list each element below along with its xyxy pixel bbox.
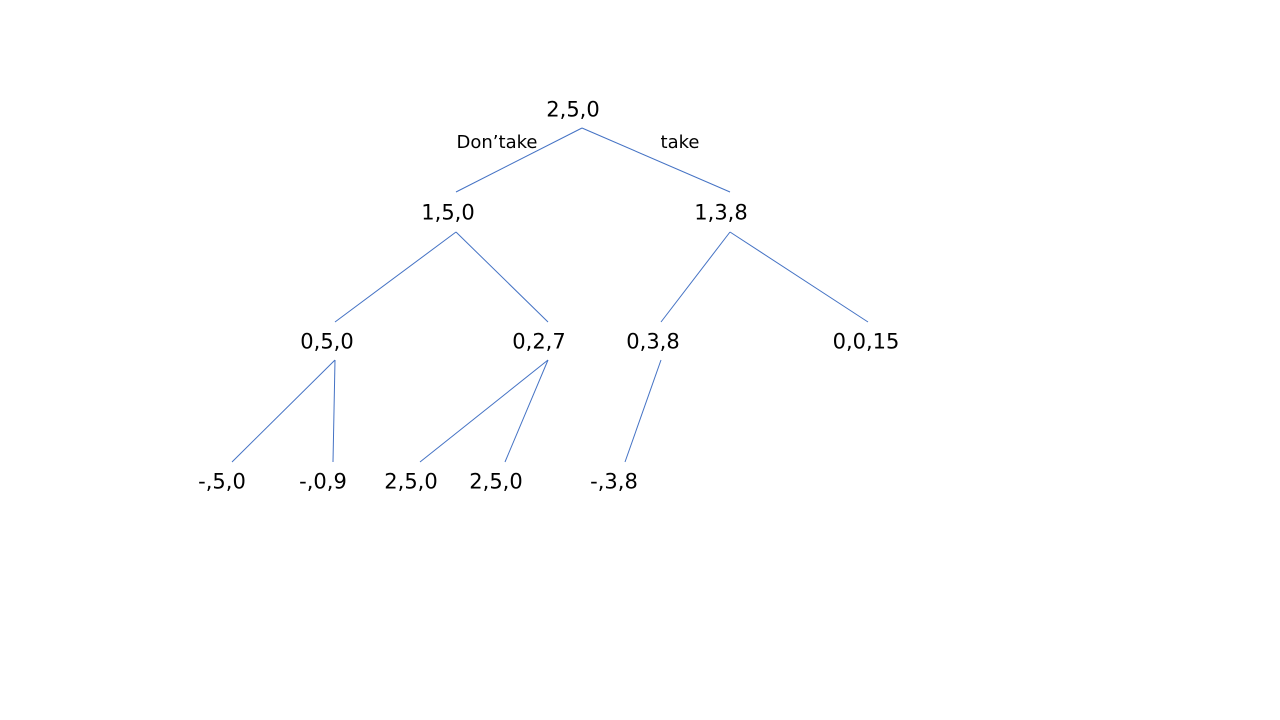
edge-b-to-l3c <box>419 359 549 463</box>
edge-a-to-l3a <box>231 359 336 463</box>
edge-c-to-l3e <box>624 359 662 463</box>
node-l3-e: -,3,8 <box>590 469 638 494</box>
take-label: take <box>660 132 700 153</box>
node-l1-left: 1,5,0 <box>421 200 475 225</box>
node-l2-b: 0,2,7 <box>512 329 566 354</box>
edge-l1right-to-d <box>729 231 869 323</box>
edge-root-to-right <box>581 127 731 193</box>
node-root: 2,5,0 <box>546 97 600 122</box>
edge-b-to-l3d <box>504 359 549 463</box>
node-l3-c: 2,5,0 <box>384 469 438 494</box>
edge-a-to-l3b <box>332 359 336 463</box>
edge-l1right-to-c <box>660 231 731 323</box>
node-l3-d: 2,5,0 <box>469 469 523 494</box>
node-l3-a: -,5,0 <box>198 469 246 494</box>
node-l2-c: 0,3,8 <box>626 329 680 354</box>
edge-l1left-to-b <box>455 231 549 323</box>
edge-root-to-left <box>455 127 583 193</box>
node-l2-a: 0,5,0 <box>300 329 354 354</box>
dont-take-label: Don’take <box>456 132 538 153</box>
edge-l1left-to-a <box>334 231 457 323</box>
node-l3-b: -,0,9 <box>299 469 347 494</box>
node-l1-right: 1,3,8 <box>694 200 748 225</box>
node-l2-d: 0,0,15 <box>832 329 900 354</box>
